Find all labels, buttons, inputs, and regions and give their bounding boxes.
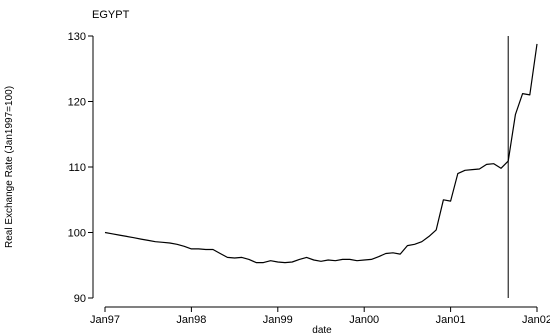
y-tick-label: 110 [68,162,86,174]
x-axis: Jan97 Jan98 Jan99 Jan00 Jan01 Jan02 [90,306,550,326]
x-tick-label: Jan97 [90,314,120,326]
x-tick-label: Jan98 [176,314,206,326]
x-tick-label: Jan00 [349,314,379,326]
y-tick-label: 90 [74,293,86,305]
y-axis: 90 100 110 120 130 [68,31,94,305]
x-tick-label: Jan01 [436,314,466,326]
y-axis-title: Real Exchange Rate (Jan1997=100) [4,86,15,248]
x-tick-label: Jan99 [263,314,293,326]
series-line [104,43,538,264]
y-tick-label: 120 [68,97,86,109]
plot-area [104,36,538,298]
x-axis-title: date [312,325,332,336]
y-tick-label: 130 [68,31,86,43]
x-tick-label: Jan02 [522,314,550,326]
y-tick-label: 100 [68,228,86,240]
chart-title: EGYPT [92,9,130,21]
